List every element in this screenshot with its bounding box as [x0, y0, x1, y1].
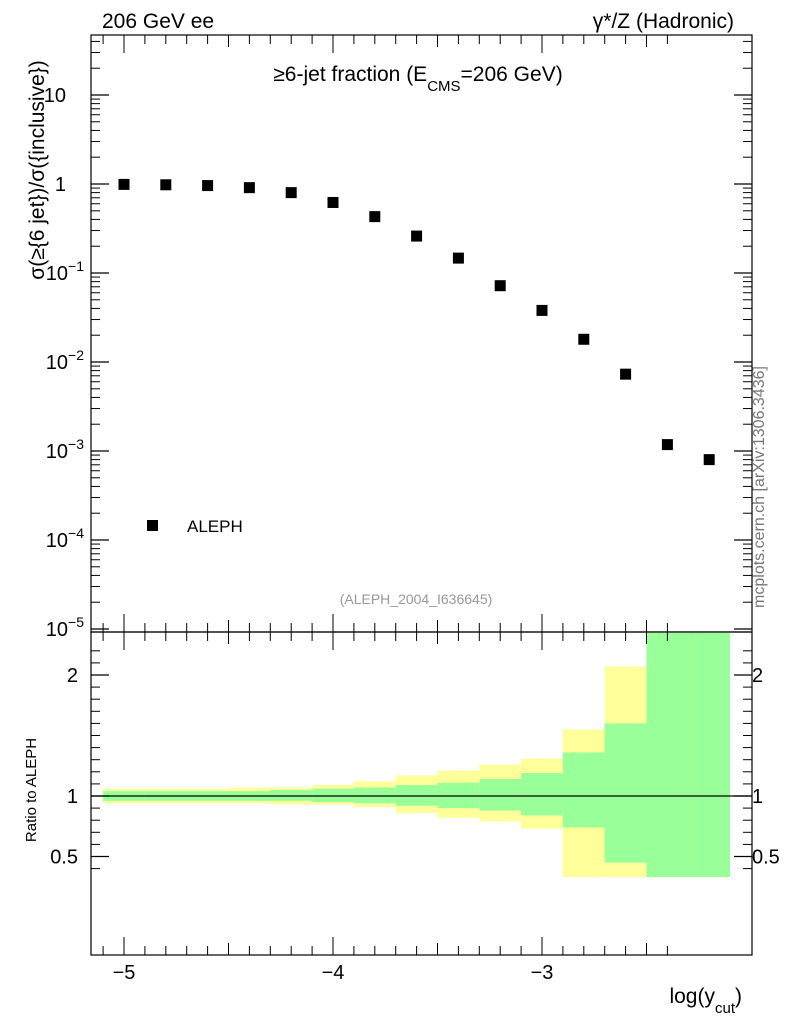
analysis-watermark: (ALEPH_2004_I636645)	[340, 591, 493, 607]
main-y-tick-label: 1	[55, 174, 66, 196]
data-point-aleph	[620, 368, 632, 380]
main-y-tick-label: 10−5	[46, 614, 84, 641]
data-point-aleph	[452, 252, 464, 264]
main-y-axis-label: σ(≥{6 jet})/σ({inclusive})	[26, 60, 49, 280]
data-point-aleph	[202, 180, 214, 192]
data-point-aleph	[411, 230, 423, 242]
data-point-aleph	[661, 439, 673, 451]
ratio-band-bin	[688, 632, 730, 878]
ratio-y-axis-label: Ratio to ALEPH	[23, 738, 40, 842]
main-y-tick-label: 10	[44, 85, 66, 107]
data-point-aleph	[494, 280, 506, 292]
main-y-tick-label: 10−4	[46, 525, 84, 552]
ratio-plot-frame	[90, 631, 753, 956]
main-axis-ticks: 10 1 10−1 10−2 10−3 10−4 10−5	[44, 35, 752, 641]
x-tick-label: −4	[322, 962, 345, 984]
ratio-y-tick-label-right: 1	[752, 786, 763, 808]
ratio-plot-panel: 2 2 1 1 0.5 0.5 −5 −4 −3 Ratio to ALEPH log(ycut…	[23, 631, 780, 1017]
ratio-band-bin	[353, 787, 396, 804]
main-plot-panel: 10 1 10−1 10−2 10−3 10−4 10−5 ≥6-jet fraction …	[26, 34, 753, 641]
ratio-band-bin	[521, 773, 563, 816]
main-y-tick-label: 10−2	[46, 347, 84, 374]
ratio-y-tick-label-left: 2	[67, 665, 78, 687]
ratio-axis-ticks: 2 2 1 1 0.5 0.5 −5 −4 −3	[50, 632, 780, 984]
ratio-band-bin	[312, 788, 354, 803]
data-point-aleph	[536, 304, 548, 316]
ratio-y-tick-label-left: 1	[67, 786, 78, 808]
ratio-band-bin	[437, 782, 480, 809]
legend-label-aleph: ALEPH	[187, 517, 243, 536]
header-left-label: 206 GeV ee	[102, 10, 214, 33]
ratio-band-bin	[270, 789, 313, 801]
data-point-aleph	[243, 182, 255, 194]
ratio-bands	[103, 632, 730, 878]
mcplots-source-label: mcplots.cern.ch [arXiv:1306.3436]	[751, 366, 768, 608]
main-data-points	[118, 178, 715, 466]
ratio-band-bin	[395, 785, 438, 806]
x-axis-label: log(ycut)	[669, 985, 742, 1017]
data-point-aleph	[578, 333, 590, 345]
main-chart-title: ≥6-jet fraction (ECMS=206 GeV)	[273, 63, 562, 95]
data-point-aleph	[118, 178, 130, 190]
x-tick-label: −3	[531, 962, 554, 984]
legend: ALEPH	[147, 517, 243, 536]
legend-marker-aleph	[147, 520, 158, 531]
ratio-y-tick-label-right: 0.5	[752, 847, 780, 869]
main-y-tick-label: 10−3	[46, 436, 84, 463]
ratio-y-tick-label-right: 2	[752, 665, 763, 687]
header-right-label: γ*/Z (Hadronic)	[593, 10, 734, 33]
data-point-aleph	[285, 187, 297, 199]
data-point-aleph	[327, 196, 339, 208]
main-y-tick-label: 10−1	[46, 258, 84, 285]
ratio-band-bin	[646, 632, 689, 878]
data-point-aleph	[369, 211, 381, 223]
main-plot-frame	[90, 34, 753, 633]
ratio-band-bin	[562, 752, 605, 828]
ratio-band-bin	[604, 723, 647, 863]
data-point-aleph	[703, 454, 715, 466]
x-tick-label: −5	[113, 962, 136, 984]
ratio-band-bin	[479, 779, 522, 811]
ratio-y-tick-label-left: 0.5	[50, 847, 78, 869]
data-point-aleph	[160, 179, 172, 191]
